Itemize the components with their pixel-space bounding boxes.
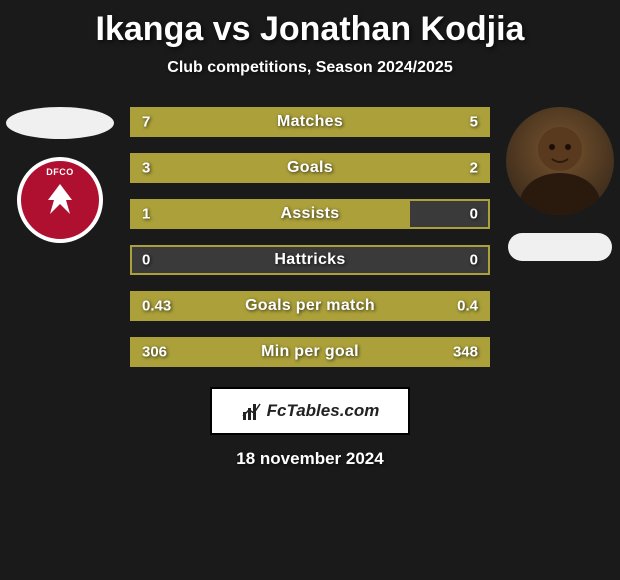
bar-value-right: 0 bbox=[470, 252, 478, 269]
stat-bar: 306 Min per goal 348 bbox=[130, 337, 490, 367]
bar-value-left: 7 bbox=[142, 114, 150, 131]
right-player-column bbox=[500, 107, 620, 261]
page-title: Ikanga vs Jonathan Kodjia bbox=[0, 0, 620, 49]
bar-value-right: 0 bbox=[470, 206, 478, 223]
bar-value-left: 1 bbox=[142, 206, 150, 223]
stat-bar: 0.43 Goals per match 0.4 bbox=[130, 291, 490, 321]
chart-icon bbox=[241, 400, 263, 422]
stats-bars: 7Matches53Goals21Assists00Hattricks00.43… bbox=[120, 107, 500, 367]
stat-bar: 1 Assists 0 bbox=[130, 199, 490, 229]
stat-bar: 7 Matches 5 bbox=[130, 107, 490, 137]
comparison-row: DFCO 7 Matches 5 3 Goals 2 1 Assists 0 0 Hattricks… bbox=[0, 107, 620, 367]
right-club-placeholder bbox=[508, 233, 612, 261]
bar-value-right: 0.4 bbox=[457, 298, 478, 315]
bar-fill-left bbox=[132, 201, 410, 227]
left-player-column: DFCO bbox=[0, 107, 120, 243]
person-icon bbox=[506, 107, 614, 215]
bar-value-right: 2 bbox=[470, 160, 478, 177]
stat-bar: 0 Hattricks 0 bbox=[130, 245, 490, 275]
bar-value-right: 348 bbox=[453, 344, 478, 361]
left-player-placeholder bbox=[6, 107, 114, 139]
stat-bar: 3 Goals 2 bbox=[130, 153, 490, 183]
left-club-badge: DFCO bbox=[17, 157, 103, 243]
bar-value-left: 0.43 bbox=[142, 298, 171, 315]
bar-value-left: 306 bbox=[142, 344, 167, 361]
bar-label-center: Assists bbox=[280, 205, 339, 223]
subtitle: Club competitions, Season 2024/2025 bbox=[0, 59, 620, 77]
right-player-avatar bbox=[506, 107, 614, 215]
bar-label-center: Hattricks bbox=[274, 251, 345, 269]
bar-value-left: 0 bbox=[142, 252, 150, 269]
footer-brand-badge[interactable]: FcTables.com bbox=[210, 387, 410, 435]
footer-brand-text: FcTables.com bbox=[267, 401, 380, 421]
bar-label-center: Goals per match bbox=[245, 297, 375, 315]
bar-value-left: 3 bbox=[142, 160, 150, 177]
bar-fill-right bbox=[346, 155, 488, 181]
date-text: 18 november 2024 bbox=[0, 449, 620, 469]
bar-label-center: Goals bbox=[287, 159, 333, 177]
club-badge-text: DFCO bbox=[46, 167, 74, 177]
bar-label-center: Min per goal bbox=[261, 343, 359, 361]
bar-value-right: 5 bbox=[470, 114, 478, 131]
eagle-icon bbox=[38, 178, 82, 222]
bar-label-center: Matches bbox=[277, 113, 343, 131]
bar-fill-right bbox=[338, 109, 488, 135]
